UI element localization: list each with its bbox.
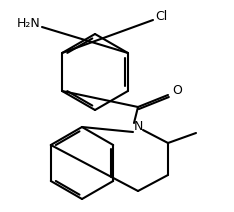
Text: H₂N: H₂N [16,17,40,30]
Text: N: N [133,120,143,134]
Text: Cl: Cl [155,10,167,23]
Text: O: O [172,85,182,98]
